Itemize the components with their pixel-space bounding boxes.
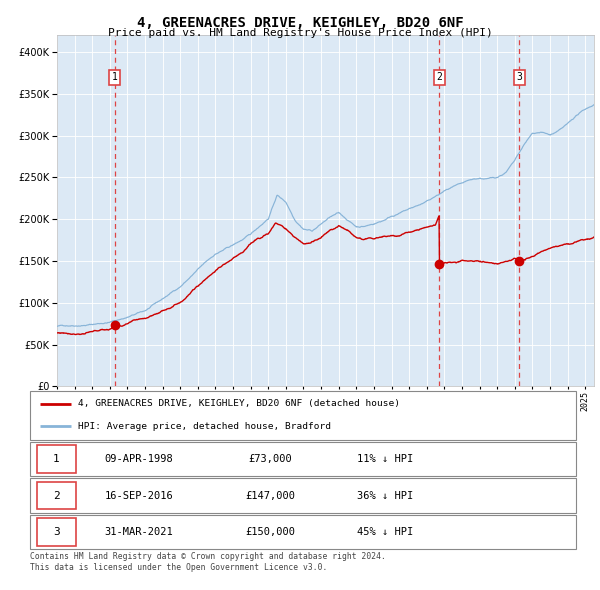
Text: 45% ↓ HPI: 45% ↓ HPI bbox=[357, 527, 413, 537]
Text: Contains HM Land Registry data © Crown copyright and database right 2024.
This d: Contains HM Land Registry data © Crown c… bbox=[30, 552, 386, 572]
Text: 4, GREENACRES DRIVE, KEIGHLEY, BD20 6NF: 4, GREENACRES DRIVE, KEIGHLEY, BD20 6NF bbox=[137, 16, 463, 30]
FancyBboxPatch shape bbox=[30, 478, 576, 513]
Text: 3: 3 bbox=[53, 527, 59, 537]
Text: 36% ↓ HPI: 36% ↓ HPI bbox=[357, 491, 413, 500]
Text: 31-MAR-2021: 31-MAR-2021 bbox=[105, 527, 173, 537]
Text: 3: 3 bbox=[516, 72, 522, 82]
FancyBboxPatch shape bbox=[37, 482, 76, 509]
Text: Price paid vs. HM Land Registry's House Price Index (HPI): Price paid vs. HM Land Registry's House … bbox=[107, 28, 493, 38]
Text: 1: 1 bbox=[53, 454, 59, 464]
Text: £147,000: £147,000 bbox=[245, 491, 295, 500]
Text: HPI: Average price, detached house, Bradford: HPI: Average price, detached house, Brad… bbox=[78, 421, 331, 431]
FancyBboxPatch shape bbox=[30, 442, 576, 476]
FancyBboxPatch shape bbox=[37, 445, 76, 473]
Text: 2: 2 bbox=[53, 491, 59, 500]
Text: 1: 1 bbox=[112, 72, 118, 82]
Text: 2: 2 bbox=[436, 72, 442, 82]
Text: 4, GREENACRES DRIVE, KEIGHLEY, BD20 6NF (detached house): 4, GREENACRES DRIVE, KEIGHLEY, BD20 6NF … bbox=[78, 399, 400, 408]
FancyBboxPatch shape bbox=[37, 519, 76, 546]
Text: 11% ↓ HPI: 11% ↓ HPI bbox=[357, 454, 413, 464]
FancyBboxPatch shape bbox=[30, 515, 576, 549]
Text: £150,000: £150,000 bbox=[245, 527, 295, 537]
Text: 09-APR-1998: 09-APR-1998 bbox=[105, 454, 173, 464]
FancyBboxPatch shape bbox=[30, 391, 576, 440]
Text: 16-SEP-2016: 16-SEP-2016 bbox=[105, 491, 173, 500]
Text: £73,000: £73,000 bbox=[248, 454, 292, 464]
